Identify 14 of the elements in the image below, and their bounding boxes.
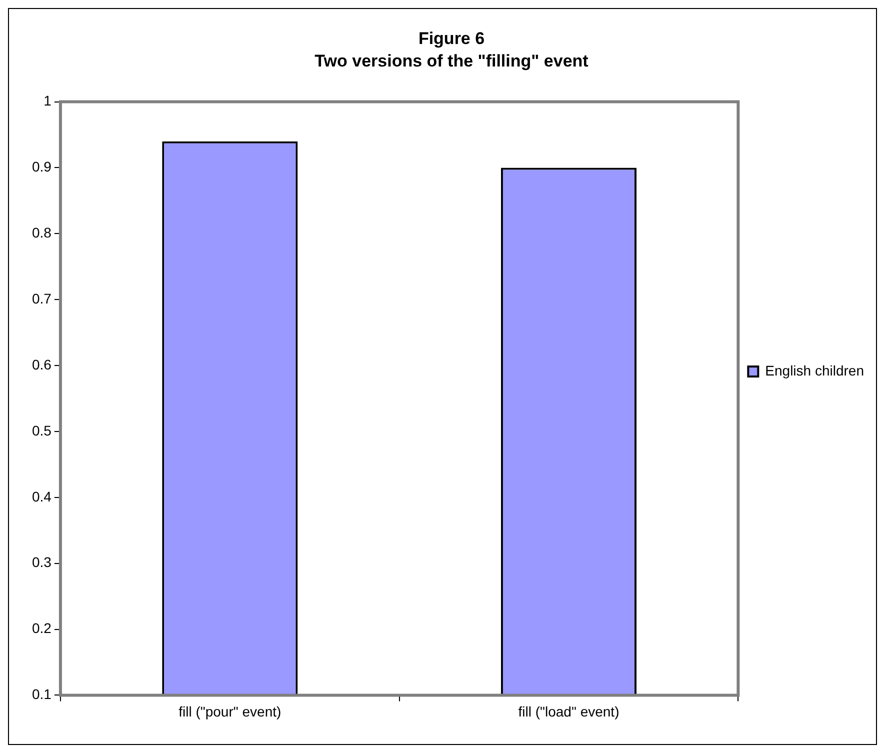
- chart-title: Figure 6: [418, 28, 485, 48]
- y-tick-label: 0.2: [32, 620, 52, 636]
- y-tick-label: 0.3: [32, 554, 52, 570]
- y-tick-label: 0.4: [32, 488, 52, 504]
- legend-label: English children: [765, 362, 864, 378]
- y-tick-label: 0.9: [32, 158, 52, 175]
- x-tick-label: fill ("load" event): [518, 703, 620, 720]
- y-tick-label: 0.8: [32, 224, 52, 241]
- y-tick-label: 0.5: [32, 422, 52, 438]
- y-tick-label: 0.6: [32, 356, 52, 372]
- y-tick-label: 1: [44, 92, 52, 109]
- y-tick-label: 0.1: [32, 686, 52, 702]
- y-tick-label: 0.7: [32, 290, 52, 306]
- x-tick-label: fill ("pour" event): [178, 703, 282, 720]
